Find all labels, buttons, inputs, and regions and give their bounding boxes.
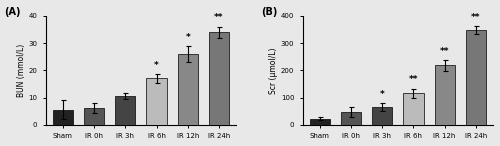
Text: (A): (A): [4, 7, 20, 17]
Text: (B): (B): [260, 7, 277, 17]
Bar: [466, 30, 486, 125]
Text: *: *: [186, 33, 190, 41]
Text: *: *: [380, 90, 384, 99]
Bar: [404, 93, 423, 125]
Bar: [146, 79, 167, 125]
Bar: [178, 54, 198, 125]
Text: **: **: [471, 13, 480, 22]
Text: **: **: [408, 75, 418, 84]
Bar: [84, 108, 104, 125]
Bar: [341, 112, 361, 125]
Text: *: *: [154, 61, 159, 70]
Bar: [310, 119, 330, 125]
Y-axis label: BUN (mmol/L): BUN (mmol/L): [16, 44, 26, 97]
Text: **: **: [440, 47, 450, 56]
Bar: [372, 107, 392, 125]
Bar: [434, 65, 455, 125]
Bar: [209, 32, 229, 125]
Bar: [52, 110, 73, 125]
Text: **: **: [214, 13, 224, 22]
Y-axis label: Scr (μmol/L): Scr (μmol/L): [269, 47, 278, 94]
Bar: [115, 96, 136, 125]
